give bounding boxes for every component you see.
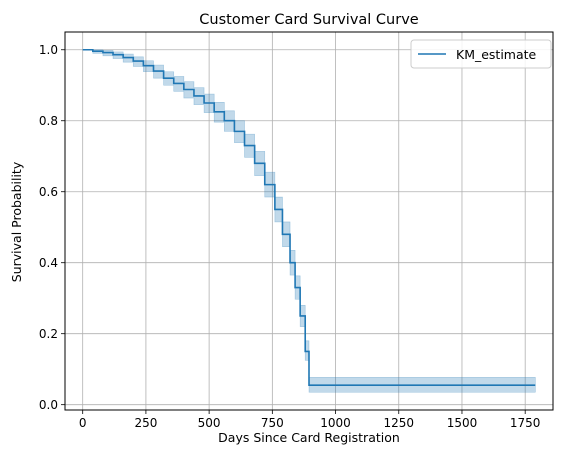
x-tick-label-1: 250 (134, 416, 157, 430)
x-tick-label-7: 1750 (510, 416, 541, 430)
y-axis-label: Survival Probability (9, 161, 24, 282)
series-line-0 (82, 48, 536, 386)
x-tick-label-0: 0 (79, 416, 87, 430)
x-tick-label-2: 500 (198, 416, 221, 430)
y-axis-ticks: 0.0 0.2 0.4 0.6 0.8 1.0 (39, 43, 65, 412)
series-lines-group (82, 48, 536, 386)
x-axis-label: Days Since Card Registration (218, 430, 400, 445)
confidence-band-group (82, 49, 536, 393)
legend-box (410, 39, 552, 69)
x-tick-label-4: 1000 (320, 416, 351, 430)
y-tick-label-4: 0.8 (39, 114, 58, 128)
y-tick-label-0: 0.0 (39, 398, 58, 412)
y-tick-label-3: 0.6 (39, 185, 58, 199)
grid-lines (65, 32, 553, 410)
x-tick-label-6: 1500 (447, 416, 478, 430)
x-tick-label-3: 750 (261, 416, 284, 430)
chart-title: Customer Card Survival Curve (199, 12, 418, 28)
plot-frame (64, 31, 554, 411)
legend: KM_estimate (410, 39, 552, 69)
legend-label-km-estimate: KM_estimate (456, 47, 537, 62)
y-tick-label-2: 0.4 (39, 256, 58, 270)
x-tick-label-5: 1250 (383, 416, 414, 430)
y-tick-label-5: 1.0 (39, 43, 58, 57)
x-axis-ticks: 0 250 500 750 1000 1250 1500 1750 (79, 410, 541, 430)
confidence-band-0 (82, 49, 536, 393)
y-tick-label-1: 0.2 (39, 327, 58, 341)
